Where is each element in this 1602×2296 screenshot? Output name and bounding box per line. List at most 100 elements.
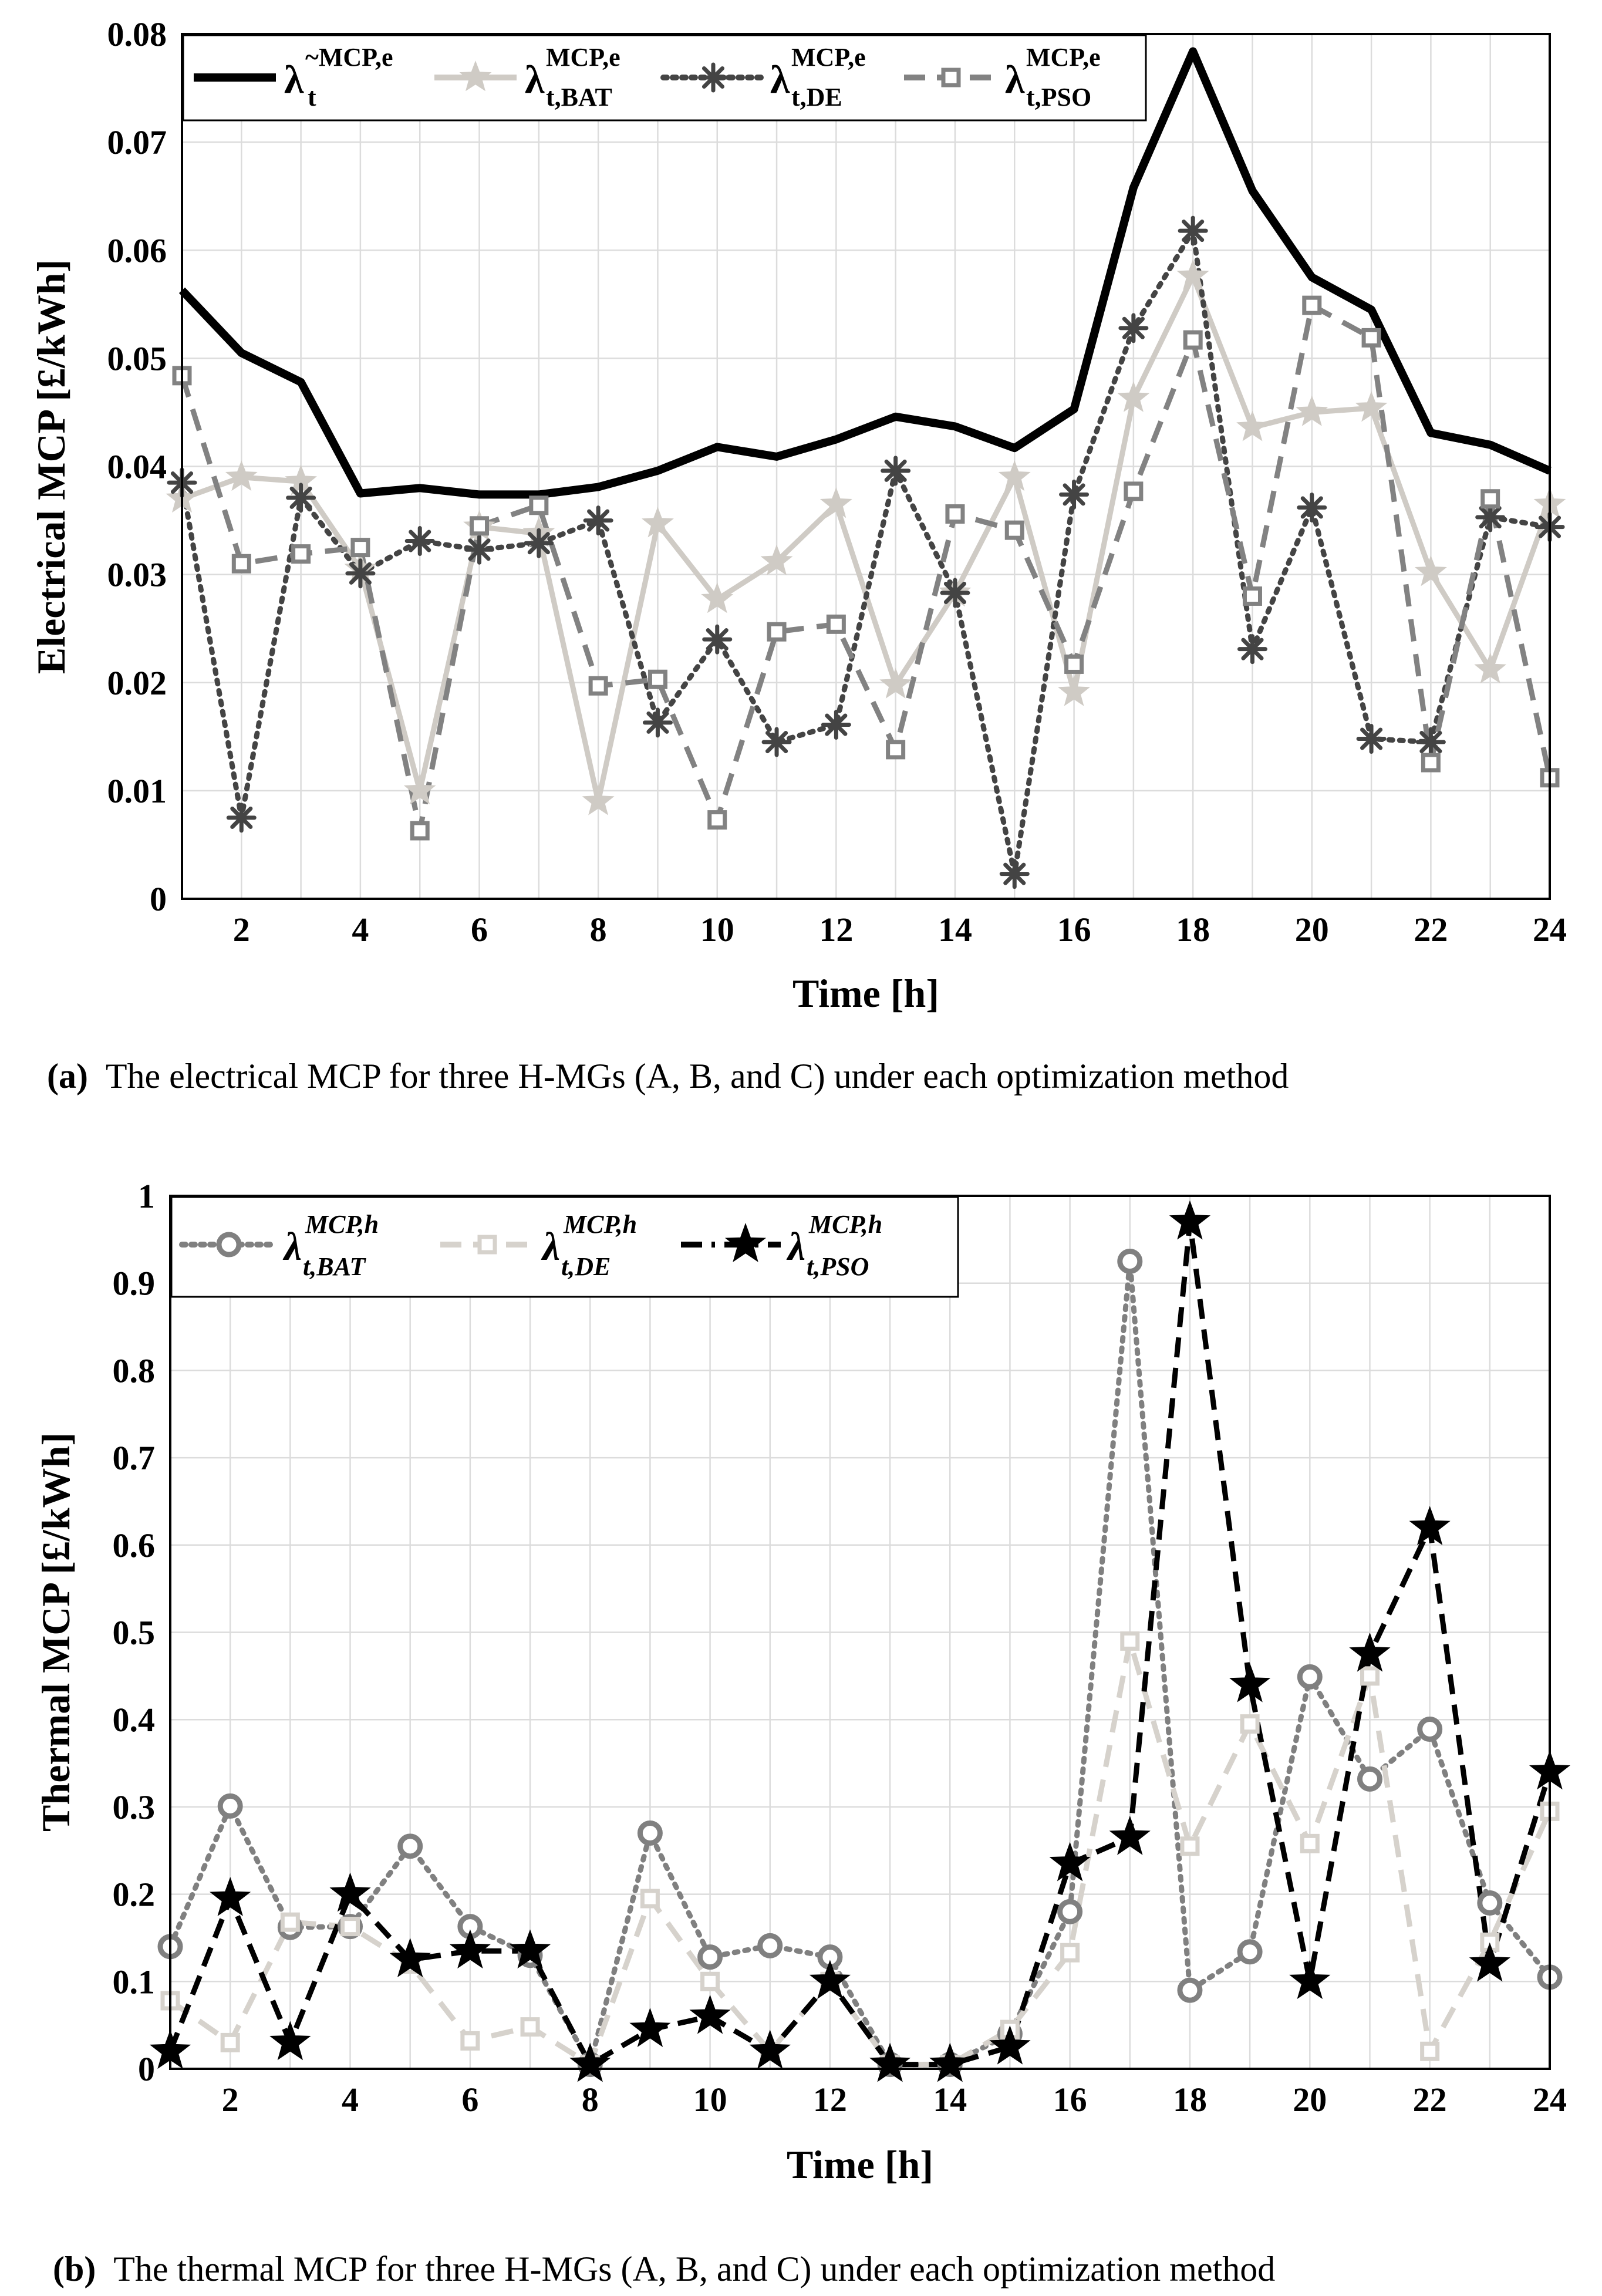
a-point-3-3: [291, 544, 311, 564]
axes-frame-b: [169, 1195, 1551, 2070]
a-x-tick-label: 18: [1176, 911, 1210, 949]
a-series-markers-3: [172, 295, 1560, 841]
b-point-1-6: [460, 2031, 480, 2051]
a-y-tick-label: 0.05: [107, 339, 167, 377]
a-y-tick-label: 0.01: [107, 772, 167, 810]
y-axis-label-a: Electrical MCP [£/kWh]: [29, 259, 73, 674]
a-point-2-19: [1237, 634, 1267, 665]
b-x-tick-label: 4: [342, 2081, 359, 2119]
b-y-tick-label: 0.7: [113, 1439, 156, 1477]
a-point-1-2: [225, 460, 258, 491]
b-point-2-7: [509, 1929, 551, 1969]
legend-sub-a-0: t: [308, 83, 316, 112]
b-y-tick-label: 0: [138, 2050, 155, 2088]
a-x-tick-label: 20: [1295, 911, 1329, 949]
a-point-3-6: [470, 516, 490, 536]
legend-sup-a-2: MCP,e: [791, 43, 866, 72]
b-point-2-16: [1049, 1842, 1091, 1882]
legend-sub-b-0: t,BAT: [303, 1252, 366, 1281]
x-axis-label-a: Time [h]: [792, 971, 939, 1016]
a-point-1-11: [760, 544, 793, 575]
caption-a-text: The electrical MCP for three H-MGs (A, B…: [106, 1057, 1289, 1095]
b-point-0-9: [637, 1820, 663, 1846]
legend-sup-b-1: MCP,h: [563, 1210, 637, 1239]
legend-symbol-b-1: λ: [541, 1224, 560, 1269]
b-y-tick-label: 0.4: [113, 1701, 156, 1739]
a-point-3-13: [886, 740, 906, 760]
b-point-2-21: [1349, 1632, 1391, 1672]
b-point-1-10: [700, 1971, 720, 1991]
a-point-1-23: [1474, 652, 1507, 683]
a-x-tick-label: 22: [1414, 911, 1448, 949]
a-point-1-20: [1296, 395, 1328, 426]
b-y-tick-label: 0.5: [113, 1614, 156, 1652]
a-y-tick-label: 0.08: [107, 15, 167, 53]
b-point-2-23: [1469, 1942, 1510, 1982]
b-point-1-4: [340, 1917, 360, 1937]
legend-symbol-a-1: λ: [525, 57, 545, 102]
a-x-tick-label: 24: [1533, 911, 1567, 949]
legend-box-b: [170, 1196, 959, 1298]
a-point-3-19: [1242, 586, 1262, 606]
b-x-tick-label: 20: [1293, 2081, 1327, 2119]
legend-sub-b-2: t,PSO: [807, 1252, 869, 1281]
legend-marker-a-1: [459, 60, 492, 92]
b-point-2-8: [569, 2042, 611, 2082]
a-point-2-8: [583, 505, 613, 536]
a-point-2-11: [761, 727, 792, 757]
a-point-2-7: [524, 528, 554, 558]
b-series-markers-1: [160, 1631, 1560, 2075]
legend-sup-a-0: ~MCP,e: [305, 43, 393, 72]
b-y-tick-label: 0.9: [113, 1265, 156, 1303]
b-y-tick-label: 0.1: [113, 1963, 156, 2001]
a-x-tick-label: 10: [700, 911, 734, 949]
legend-entry-b-0: λ MCP,h t,BAT: [179, 1210, 379, 1281]
b-point-1-19: [1240, 1714, 1260, 1734]
grid-a: [182, 34, 1550, 899]
a-point-1-12: [819, 487, 852, 518]
b-point-1-20: [1300, 1833, 1320, 1853]
x-axis-label-b: Time [h]: [787, 2142, 933, 2187]
b-point-1-18: [1180, 1836, 1200, 1856]
legend-symbol-a-0: λ: [284, 57, 304, 102]
b-point-2-4: [329, 1872, 371, 1912]
a-point-1-9: [642, 507, 674, 538]
a-y-tick-label: 0.02: [107, 664, 167, 702]
a-series-markers-2: [167, 215, 1565, 889]
legend-symbol-b-0: λ: [282, 1224, 302, 1269]
legend-entry-a-1: λ MCP,e t,BAT: [434, 43, 620, 112]
a-point-1-17: [1117, 381, 1150, 412]
legend-sup-b-2: MCP,h: [808, 1210, 882, 1239]
caption-b-tag: (b): [53, 2250, 96, 2288]
b-point-0-22: [1417, 1717, 1443, 1742]
b-point-0-16: [1057, 1899, 1083, 1924]
a-point-2-22: [1415, 727, 1446, 757]
legend-marker-shape-a-2: [698, 62, 729, 93]
a-y-tick-label: 0.07: [107, 123, 167, 161]
b-point-2-11: [749, 2029, 791, 2069]
b-series-line-0: [167, 1259, 1553, 2068]
a-point-2-6: [464, 534, 495, 565]
legend-marker-b-0: [216, 1232, 242, 1257]
a-point-2-16: [1059, 479, 1090, 510]
a-point-2-15: [999, 859, 1030, 889]
b-point-0-18: [1177, 1977, 1203, 2003]
b-point-1-9: [640, 1889, 660, 1909]
a-point-3-17: [1124, 481, 1144, 501]
caption-b-text: The thermal MCP for three H-MGs (A, B, a…: [113, 2250, 1275, 2288]
a-point-3-11: [767, 622, 787, 642]
a-x-tick-label: 6: [471, 911, 488, 949]
legend-sup-b-0: MCP,h: [305, 1210, 379, 1239]
b-point-2-22: [1409, 1506, 1451, 1545]
a-point-2-3: [286, 483, 316, 513]
a-x-tick-label: 14: [938, 911, 972, 949]
b-y-tick-label: 0.6: [113, 1526, 156, 1565]
a-point-2-21: [1356, 723, 1387, 754]
legend-entry-a-0: λ ~MCP,e t: [194, 43, 393, 112]
b-point-0-19: [1237, 1939, 1263, 1965]
a-point-3-21: [1361, 328, 1381, 348]
a-x-tick-label: 8: [590, 911, 607, 949]
a-point-1-19: [1236, 410, 1269, 441]
b-point-0-20: [1297, 1664, 1323, 1690]
